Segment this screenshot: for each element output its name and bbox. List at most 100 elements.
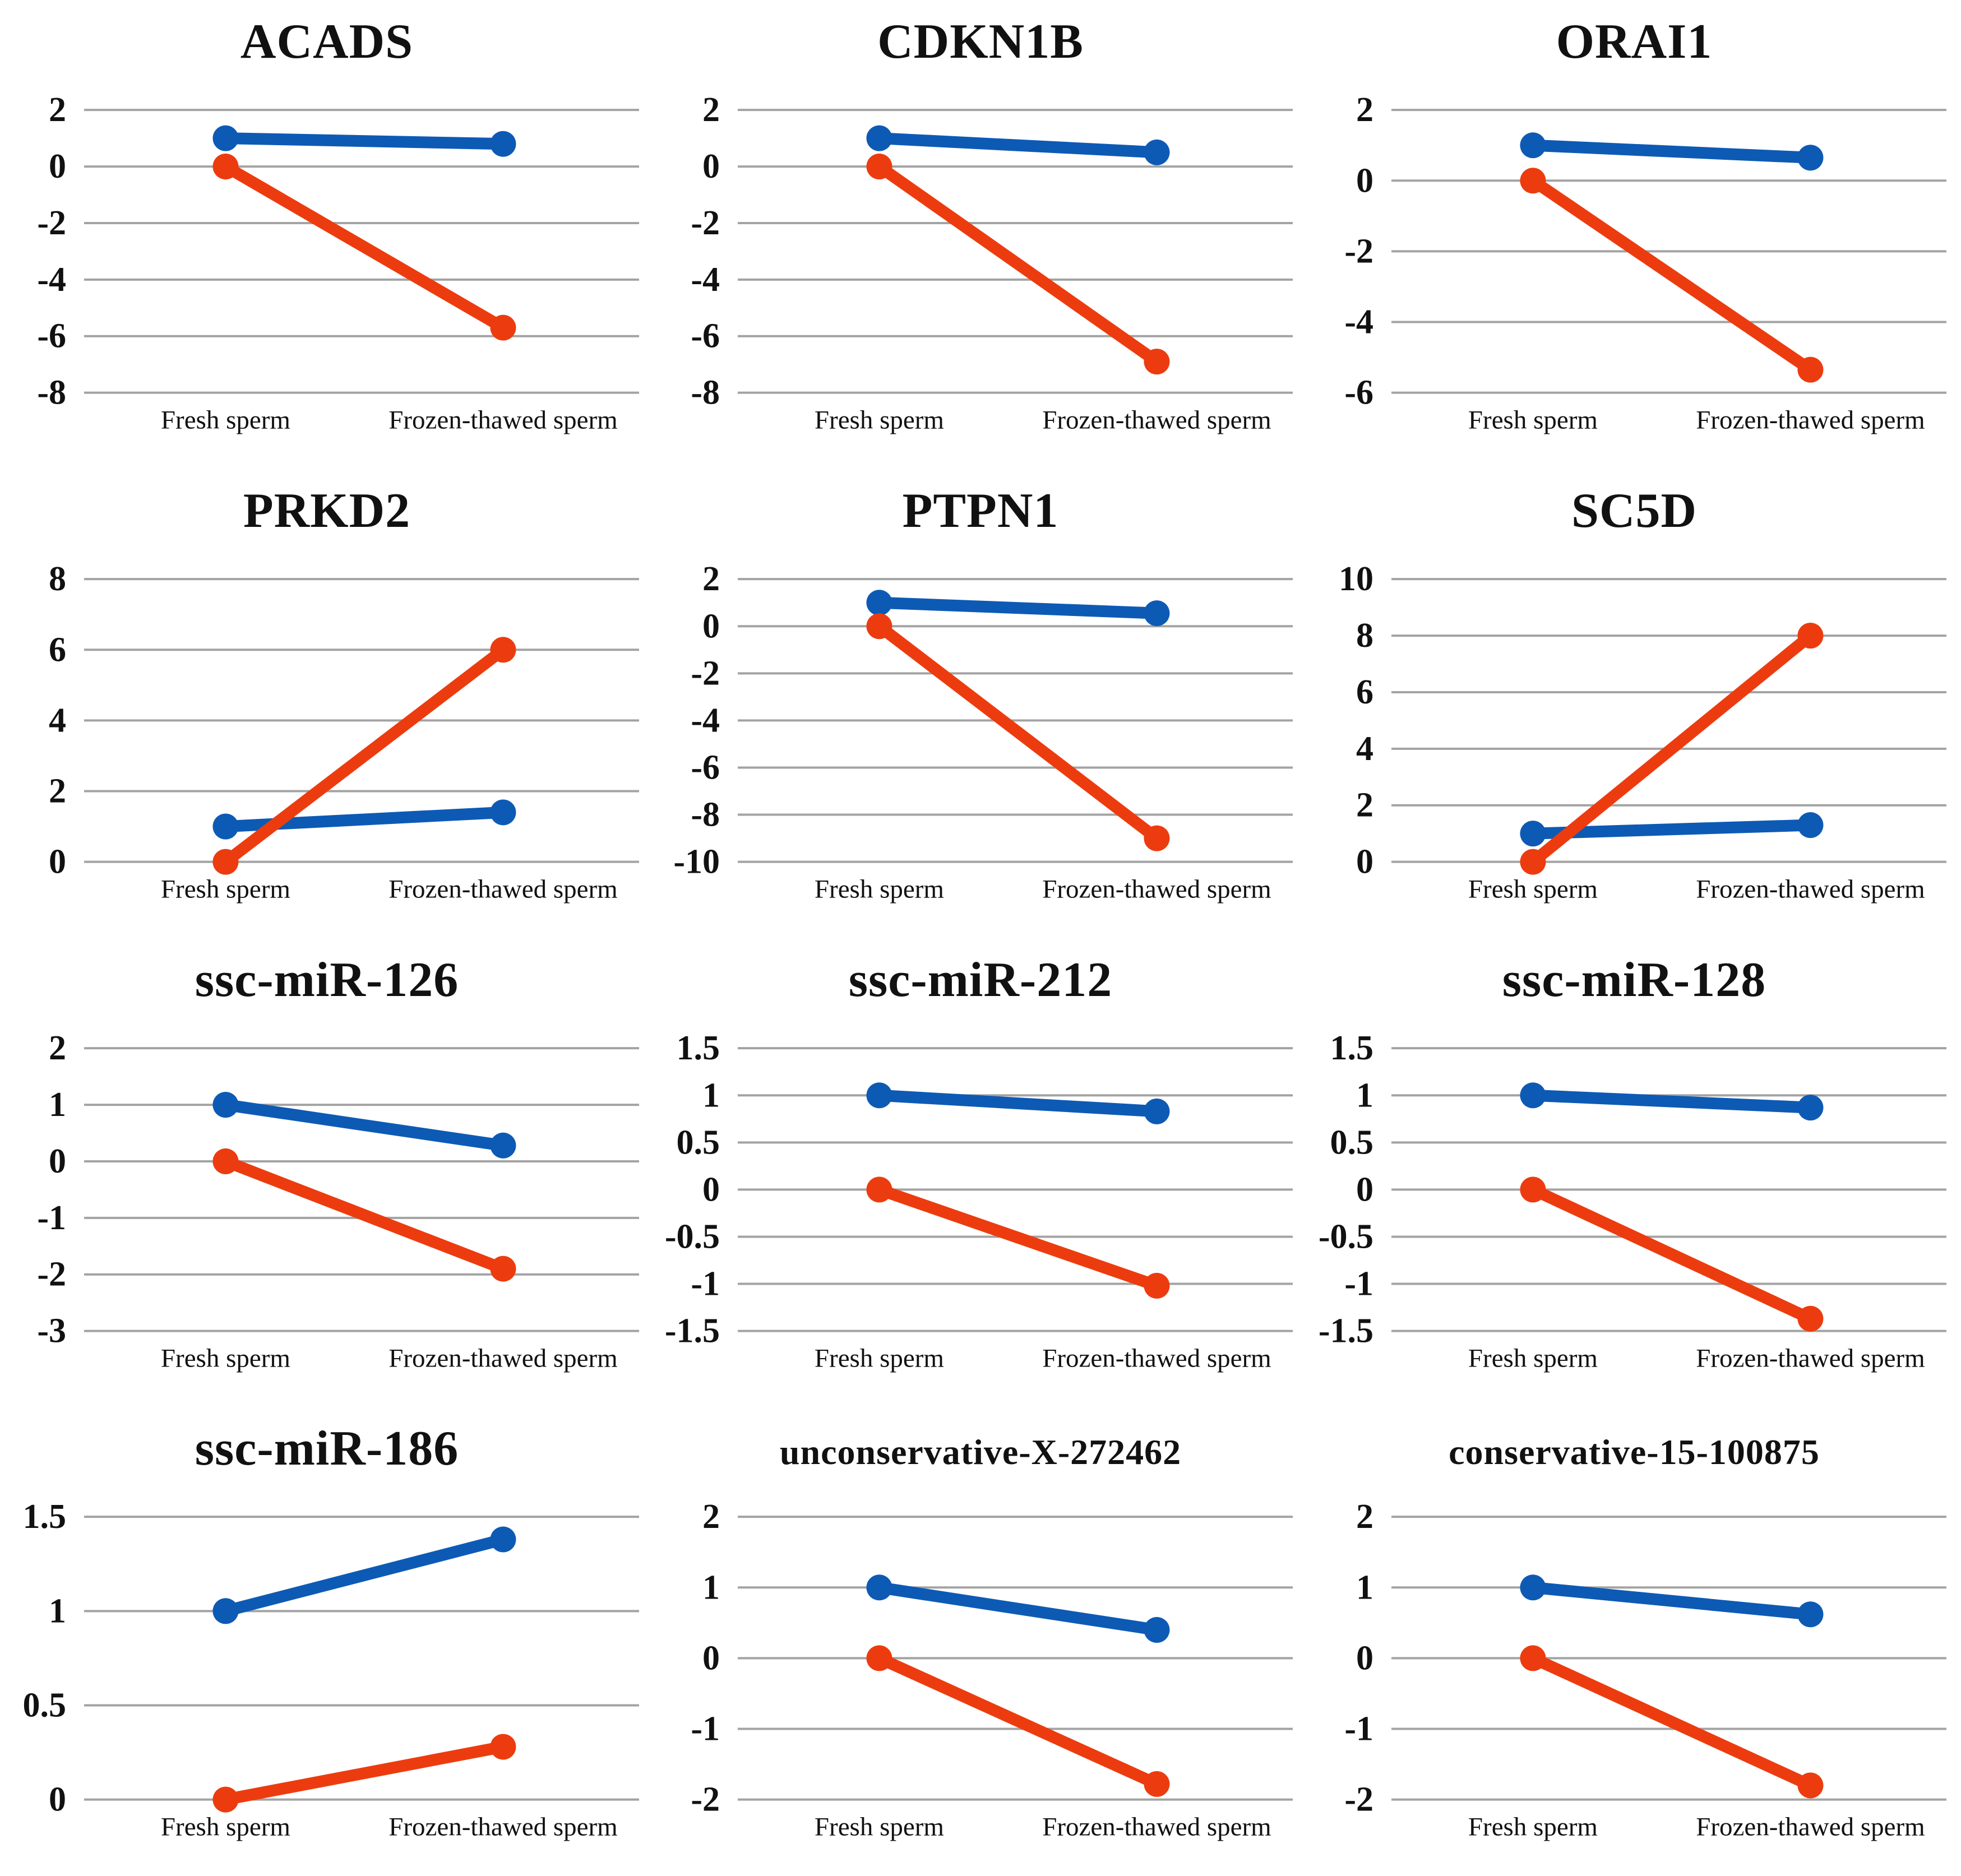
chart-title: ssc-miR-128 xyxy=(1502,952,1766,1007)
data-point xyxy=(490,1132,516,1159)
x-category-label: Fresh sperm xyxy=(161,1813,290,1842)
data-point xyxy=(490,799,516,826)
y-tick-label: 0 xyxy=(49,1781,66,1819)
data-point xyxy=(866,589,892,615)
x-category-label: Frozen-thawed sperm xyxy=(1696,1813,1925,1842)
y-tick-label: -6 xyxy=(37,317,66,355)
data-point xyxy=(212,1598,239,1624)
series-line xyxy=(873,1183,1163,1291)
data-point xyxy=(490,1526,516,1553)
data-point xyxy=(1520,132,1546,159)
y-tick-label: 0 xyxy=(1356,1639,1373,1678)
series-line xyxy=(873,596,1163,619)
y-tick-label: -2 xyxy=(37,1255,66,1293)
series-line xyxy=(219,1155,509,1275)
y-tick-label: -4 xyxy=(37,261,66,299)
y-tick-label: 2 xyxy=(702,1498,720,1536)
y-tick-label: -2 xyxy=(691,204,720,242)
y-tick-label: 6 xyxy=(1356,673,1373,711)
data-point xyxy=(1520,168,1546,194)
series-line xyxy=(1527,1582,1816,1620)
chart-cdkn1b: CDKN1B 2 0 -2 -4 -6 -8 Fresh sperm Frozen-thawe… xyxy=(654,0,1307,469)
y-tick-label: 1.5 xyxy=(23,1498,66,1536)
y-tick-label: 1.5 xyxy=(1330,1029,1373,1067)
series-line xyxy=(1527,629,1816,868)
y-tick-label: 10 xyxy=(1339,560,1373,598)
data-point xyxy=(1520,1176,1546,1202)
chart-title: PRKD2 xyxy=(243,483,411,538)
chart-orai1: ORAI1 2 0 -2 -4 -6 Fresh sperm Frozen-thawed s… xyxy=(1307,0,1961,469)
series-line xyxy=(1527,819,1816,840)
y-tick-label: 1 xyxy=(1356,1569,1373,1607)
chart-title: ssc-miR-126 xyxy=(195,952,459,1007)
data-point xyxy=(1520,1574,1546,1601)
y-tick-label: 0 xyxy=(49,147,66,186)
line-chart-canvas: 2 0 -2 -4 -6 -8 -10 Fresh sperm Frozen-thawed sp… xyxy=(673,560,1293,904)
series-line xyxy=(873,620,1163,844)
chart-ssc-mir-126: ssc-miR-126 2 1 0 -1 -2 -3 Fresh sperm Frozen-t… xyxy=(0,938,654,1407)
data-point xyxy=(490,1256,516,1282)
chart-prkd2: PRKD2 8 6 4 2 0 Fresh sperm Frozen-thawed sper… xyxy=(0,469,654,938)
y-tick-label: -8 xyxy=(37,374,66,412)
data-point xyxy=(212,125,239,151)
chart-conservative-15-100875: conservative-15-100875 2 1 0 -1 -2 Fresh sper… xyxy=(1307,1407,1961,1876)
x-category-label: Frozen-thawed sperm xyxy=(388,1344,617,1373)
chart-title: ssc-miR-186 xyxy=(195,1421,459,1476)
data-point xyxy=(866,154,892,180)
x-category-label: Frozen-thawed sperm xyxy=(1696,1344,1925,1373)
data-point xyxy=(1144,1617,1170,1643)
chart-ssc-mir-212: ssc-miR-212 1.5 1 0.5 0 -0.5 -1 -1.5 Fresh sper… xyxy=(654,938,1307,1407)
series-line xyxy=(873,132,1163,159)
y-tick-label: -8 xyxy=(691,374,720,412)
y-tick-label: -2 xyxy=(37,204,66,242)
data-point xyxy=(1144,1098,1170,1124)
data-point xyxy=(866,1082,892,1108)
data-point xyxy=(1797,1601,1824,1628)
x-category-label: Frozen-thawed sperm xyxy=(388,1813,617,1842)
y-tick-label: -4 xyxy=(1344,303,1373,341)
data-point xyxy=(866,613,892,640)
x-category-label: Fresh sperm xyxy=(161,874,290,904)
chart-title: ORAI1 xyxy=(1556,15,1713,69)
series-line xyxy=(219,1741,509,1806)
x-category-label: Fresh sperm xyxy=(815,1813,944,1842)
x-category-label: Fresh sperm xyxy=(1468,874,1598,904)
line-chart-canvas: 2 1 0 -1 -2 Fresh sperm Frozen-thawed sperm xyxy=(1344,1498,1946,1842)
y-tick-label: -1.5 xyxy=(1319,1312,1373,1350)
y-tick-label: 0 xyxy=(1356,842,1373,881)
y-tick-label: -6 xyxy=(1344,374,1373,412)
chart-title: conservative-15-100875 xyxy=(1449,1432,1820,1472)
data-point xyxy=(1520,1082,1546,1108)
series-line xyxy=(1527,1652,1816,1792)
x-category-label: Fresh sperm xyxy=(1468,1813,1598,1842)
y-tick-label: -10 xyxy=(673,842,720,881)
y-tick-label: -1.5 xyxy=(665,1312,720,1350)
y-tick-label: 2 xyxy=(49,1029,66,1067)
data-point xyxy=(1144,1272,1170,1299)
y-tick-label: 0 xyxy=(49,842,66,881)
x-category-label: Frozen-thawed sperm xyxy=(388,406,617,435)
data-point xyxy=(1144,139,1170,165)
line-chart-canvas: 1.5 1 0.5 0 -0.5 -1 -1.5 Fresh sperm Frozen-thaw… xyxy=(665,1029,1293,1373)
data-point xyxy=(1144,349,1170,375)
data-point xyxy=(1520,820,1546,846)
data-point xyxy=(1797,1772,1824,1799)
y-tick-label: -0.5 xyxy=(1319,1217,1373,1256)
y-tick-label: -2 xyxy=(691,654,720,692)
series-line xyxy=(873,1582,1163,1636)
y-tick-label: 4 xyxy=(1356,730,1373,768)
x-category-label: Frozen-thawed sperm xyxy=(1696,874,1925,904)
line-chart-canvas: 10 8 6 4 2 0 Fresh sperm Frozen-thawed sperm xyxy=(1339,560,1946,904)
y-tick-label: -6 xyxy=(691,317,720,355)
y-tick-label: 1 xyxy=(49,1592,66,1631)
y-tick-label: -1 xyxy=(1344,1710,1373,1748)
y-tick-label: 0 xyxy=(1356,1170,1373,1208)
y-tick-label: 2 xyxy=(1356,786,1373,824)
y-tick-label: -6 xyxy=(691,748,720,786)
series-line xyxy=(1527,174,1816,376)
y-tick-label: -0.5 xyxy=(665,1217,720,1256)
chart-ptpn1: PTPN1 2 0 -2 -4 -6 -8 -10 Fresh sperm Frozen-tha… xyxy=(654,469,1307,938)
data-point xyxy=(212,849,239,875)
chart-unconservative-x-272462: unconservative-X-272462 2 1 0 -1 -2 Fresh spe… xyxy=(654,1407,1307,1876)
